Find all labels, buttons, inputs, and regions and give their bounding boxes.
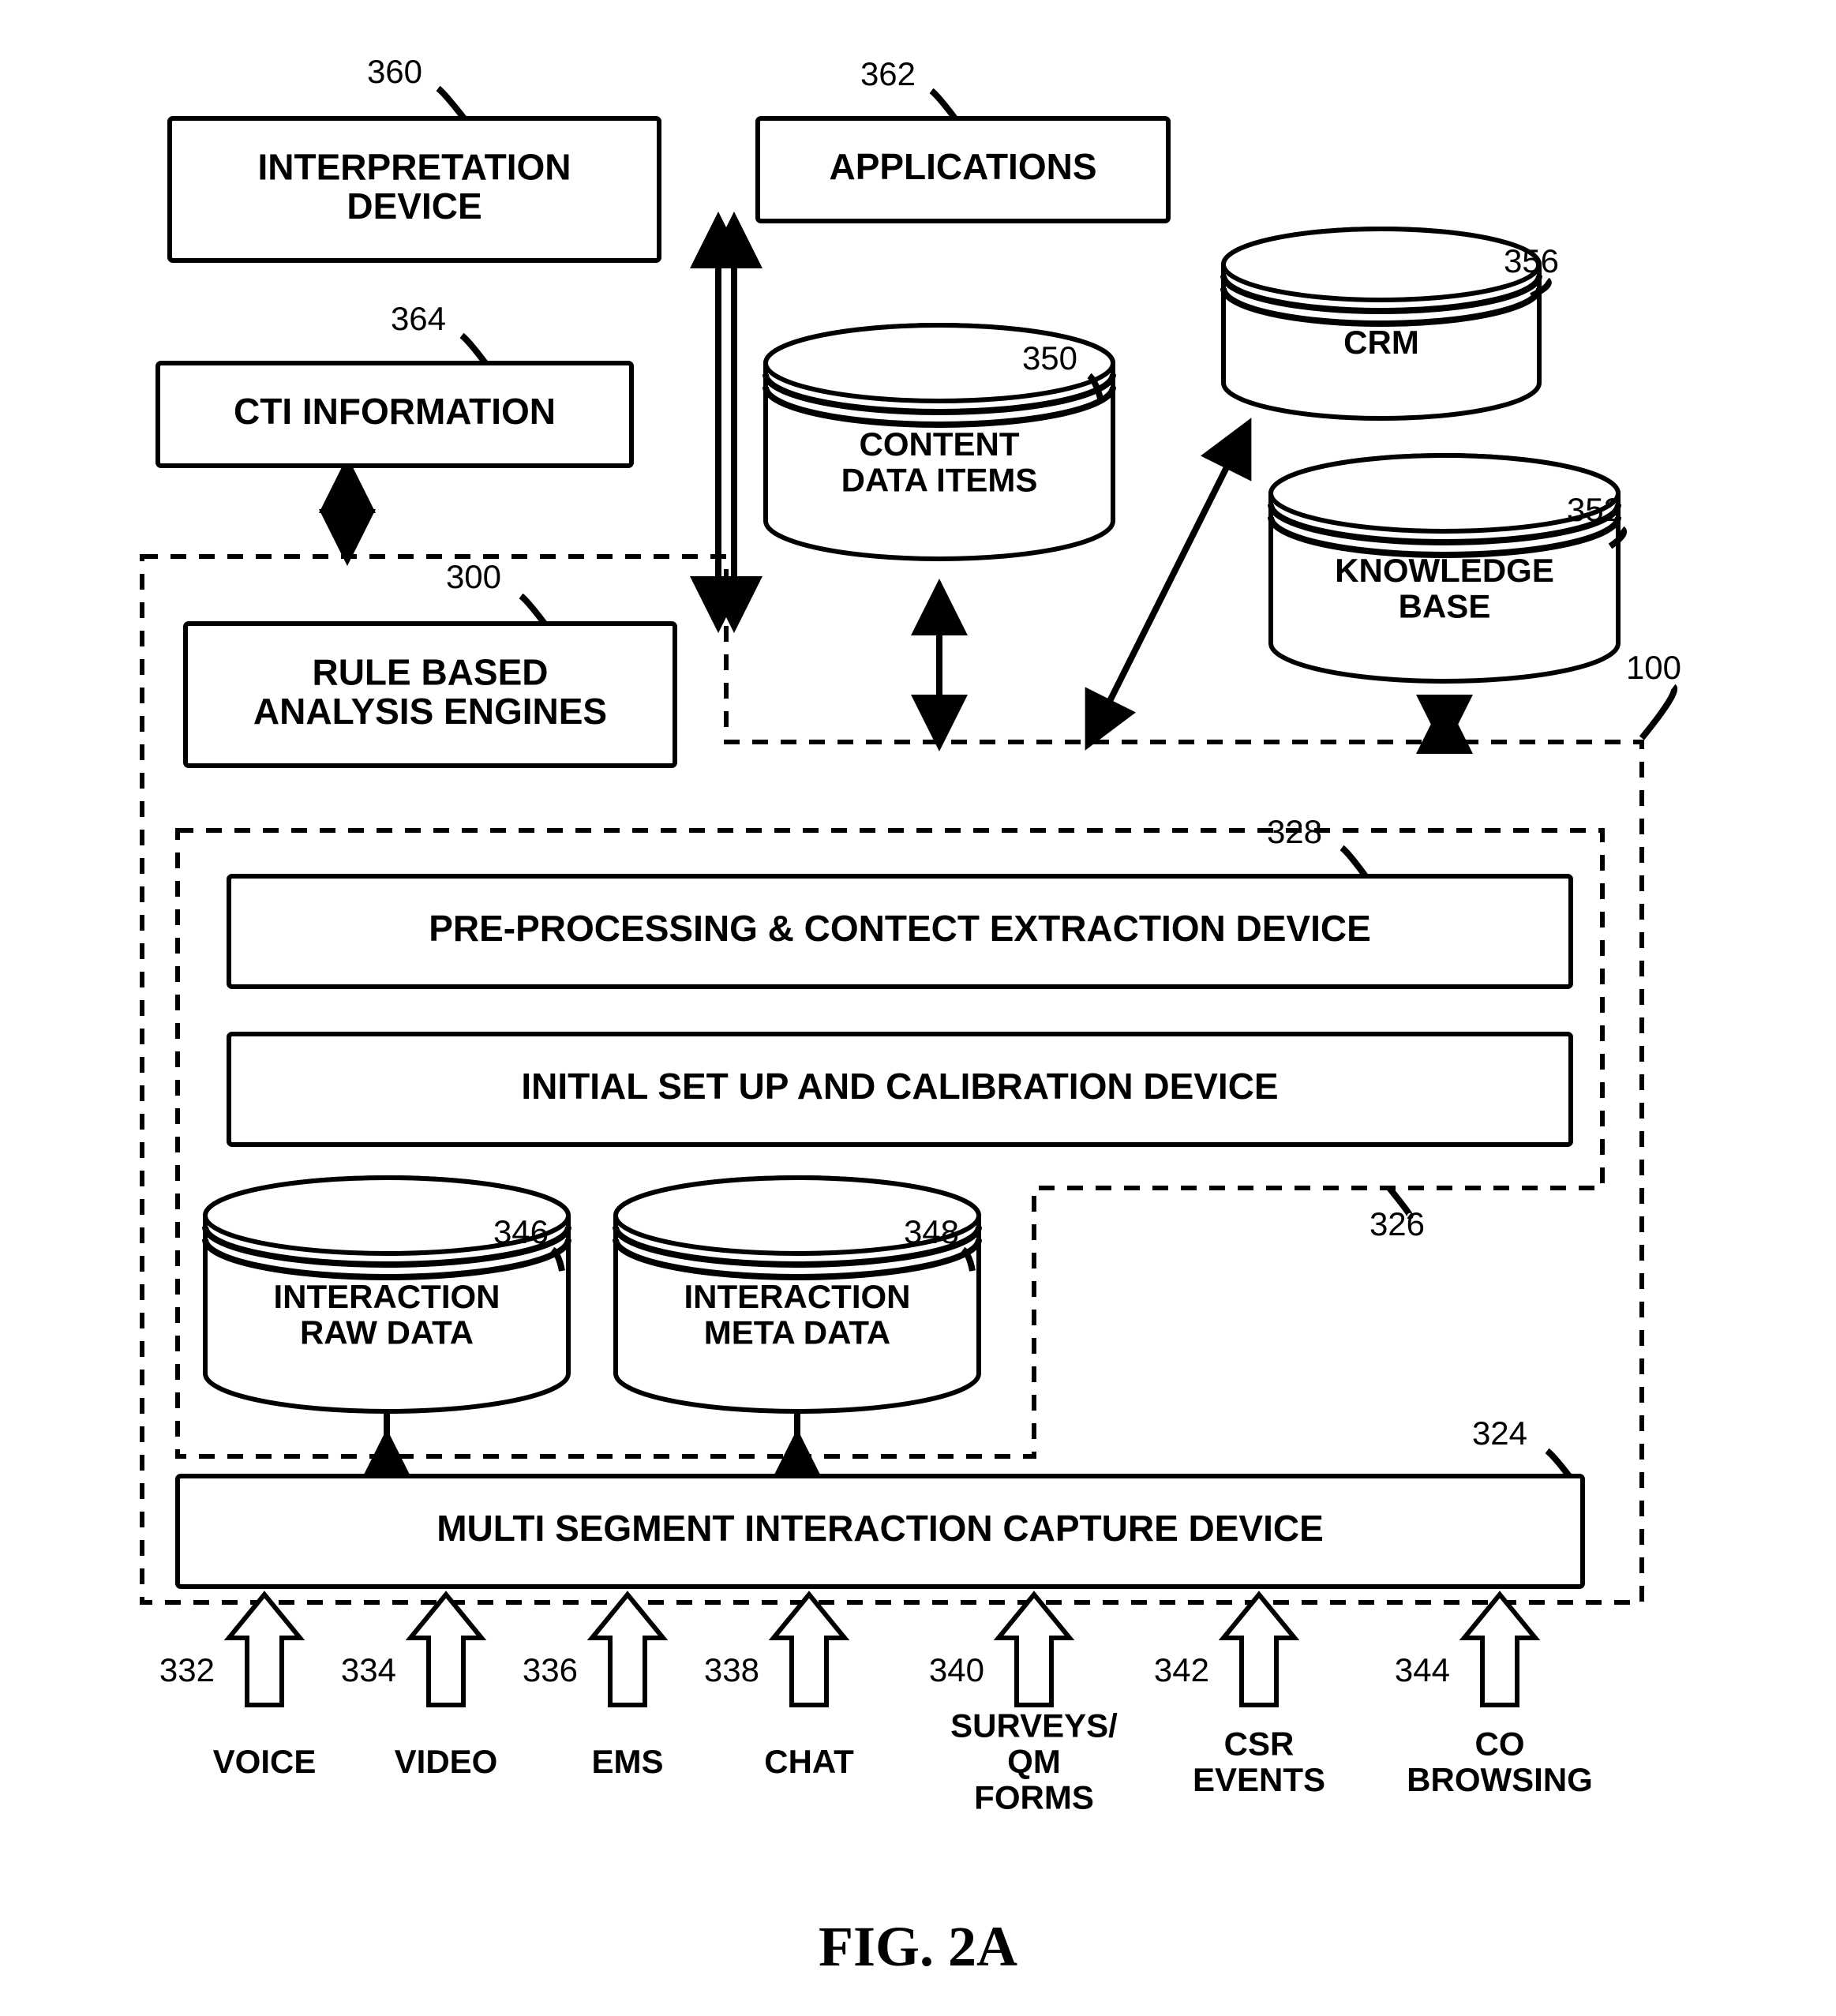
input-ref-340: 340	[929, 1651, 984, 1688]
input-label-338: CHAT	[764, 1743, 854, 1780]
box-label-interpretation_device: DEVICE	[347, 185, 481, 227]
input-label-340: QM	[1007, 1743, 1061, 1780]
input-label-342: EVENTS	[1193, 1761, 1325, 1798]
ref-leader-360	[438, 88, 464, 118]
input-ref-342: 342	[1154, 1651, 1209, 1688]
input-arrow-338	[774, 1594, 845, 1705]
cylinder-label-interaction_meta: META DATA	[704, 1314, 890, 1351]
cylinder-top-crm	[1223, 229, 1539, 300]
input-arrow-342	[1223, 1594, 1295, 1705]
ref-328: 328	[1267, 813, 1322, 850]
input-ref-338: 338	[704, 1651, 759, 1688]
cylinder-label-content_data_items: DATA ITEMS	[841, 462, 1038, 499]
ref-leader-100	[1642, 687, 1674, 738]
box-label-preprocessing: PRE-PROCESSING & CONTECT EXTRACTION DEVI…	[429, 908, 1371, 949]
box-label-initial_setup: INITIAL SET UP AND CALIBRATION DEVICE	[521, 1066, 1278, 1107]
ref-362: 362	[860, 55, 916, 92]
input-label-334: VIDEO	[395, 1743, 498, 1780]
cylinder-label-knowledge_base: BASE	[1399, 588, 1491, 625]
box-label-capture_device: MULTI SEGMENT INTERACTION CAPTURE DEVICE	[437, 1508, 1324, 1549]
input-label-336: EMS	[591, 1743, 663, 1780]
ref-364: 364	[391, 300, 446, 337]
input-label-342: CSR	[1224, 1725, 1295, 1762]
ref-356: 356	[1504, 242, 1559, 279]
ref-352: 352	[1567, 491, 1622, 528]
ref-350: 350	[1022, 339, 1077, 377]
input-ref-332: 332	[159, 1651, 215, 1688]
input-arrow-332	[229, 1594, 300, 1705]
ref-leader-328	[1342, 848, 1366, 876]
ref-324: 324	[1472, 1415, 1527, 1452]
ref-360: 360	[367, 53, 422, 90]
input-ref-336: 336	[523, 1651, 578, 1688]
ref-leader-364	[462, 335, 485, 363]
cylinder-label-interaction_raw: INTERACTION	[274, 1278, 500, 1315]
cylinder-label-knowledge_base: KNOWLEDGE	[1335, 552, 1554, 589]
input-arrow-344	[1464, 1594, 1535, 1705]
box-label-interpretation_device: INTERPRETATION	[258, 146, 571, 187]
input-label-344: CO	[1475, 1725, 1525, 1762]
ref-leader-362	[931, 91, 955, 118]
cylinder-label-interaction_meta: INTERACTION	[684, 1278, 911, 1315]
ref-leader-300	[521, 596, 545, 624]
input-arrow-340	[999, 1594, 1070, 1705]
cylinder-label-content_data_items: CONTENT	[860, 425, 1020, 463]
ref-346: 346	[493, 1213, 549, 1250]
ref-326: 326	[1370, 1205, 1425, 1242]
ref-100: 100	[1626, 649, 1681, 686]
input-label-332: VOICE	[213, 1743, 317, 1780]
ref-348: 348	[904, 1213, 959, 1250]
input-arrow-334	[410, 1594, 481, 1705]
input-ref-334: 334	[341, 1651, 396, 1688]
cylinder-label-interaction_raw: RAW DATA	[300, 1314, 474, 1351]
input-label-340: FORMS	[974, 1778, 1094, 1816]
input-ref-344: 344	[1395, 1651, 1450, 1688]
box-label-rule_based: RULE BASED	[312, 651, 548, 692]
box-label-cti_information: CTI INFORMATION	[234, 391, 556, 432]
ref-300: 300	[446, 558, 501, 595]
diagram-canvas: INTERPRETATIONDEVICE APPLICATIONS CTI INFO…	[0, 0, 1836, 2016]
cylinder-label-crm: CRM	[1343, 324, 1419, 361]
input-arrow-336	[592, 1594, 663, 1705]
input-label-344: BROWSING	[1407, 1761, 1593, 1798]
input-label-340: SURVEYS/	[950, 1707, 1118, 1744]
box-label-rule_based: ANALYSIS ENGINES	[253, 691, 607, 732]
figure-title: FIG. 2A	[819, 1915, 1017, 1978]
ref-leader-324	[1547, 1451, 1569, 1476]
box-label-applications: APPLICATIONS	[829, 146, 1096, 187]
